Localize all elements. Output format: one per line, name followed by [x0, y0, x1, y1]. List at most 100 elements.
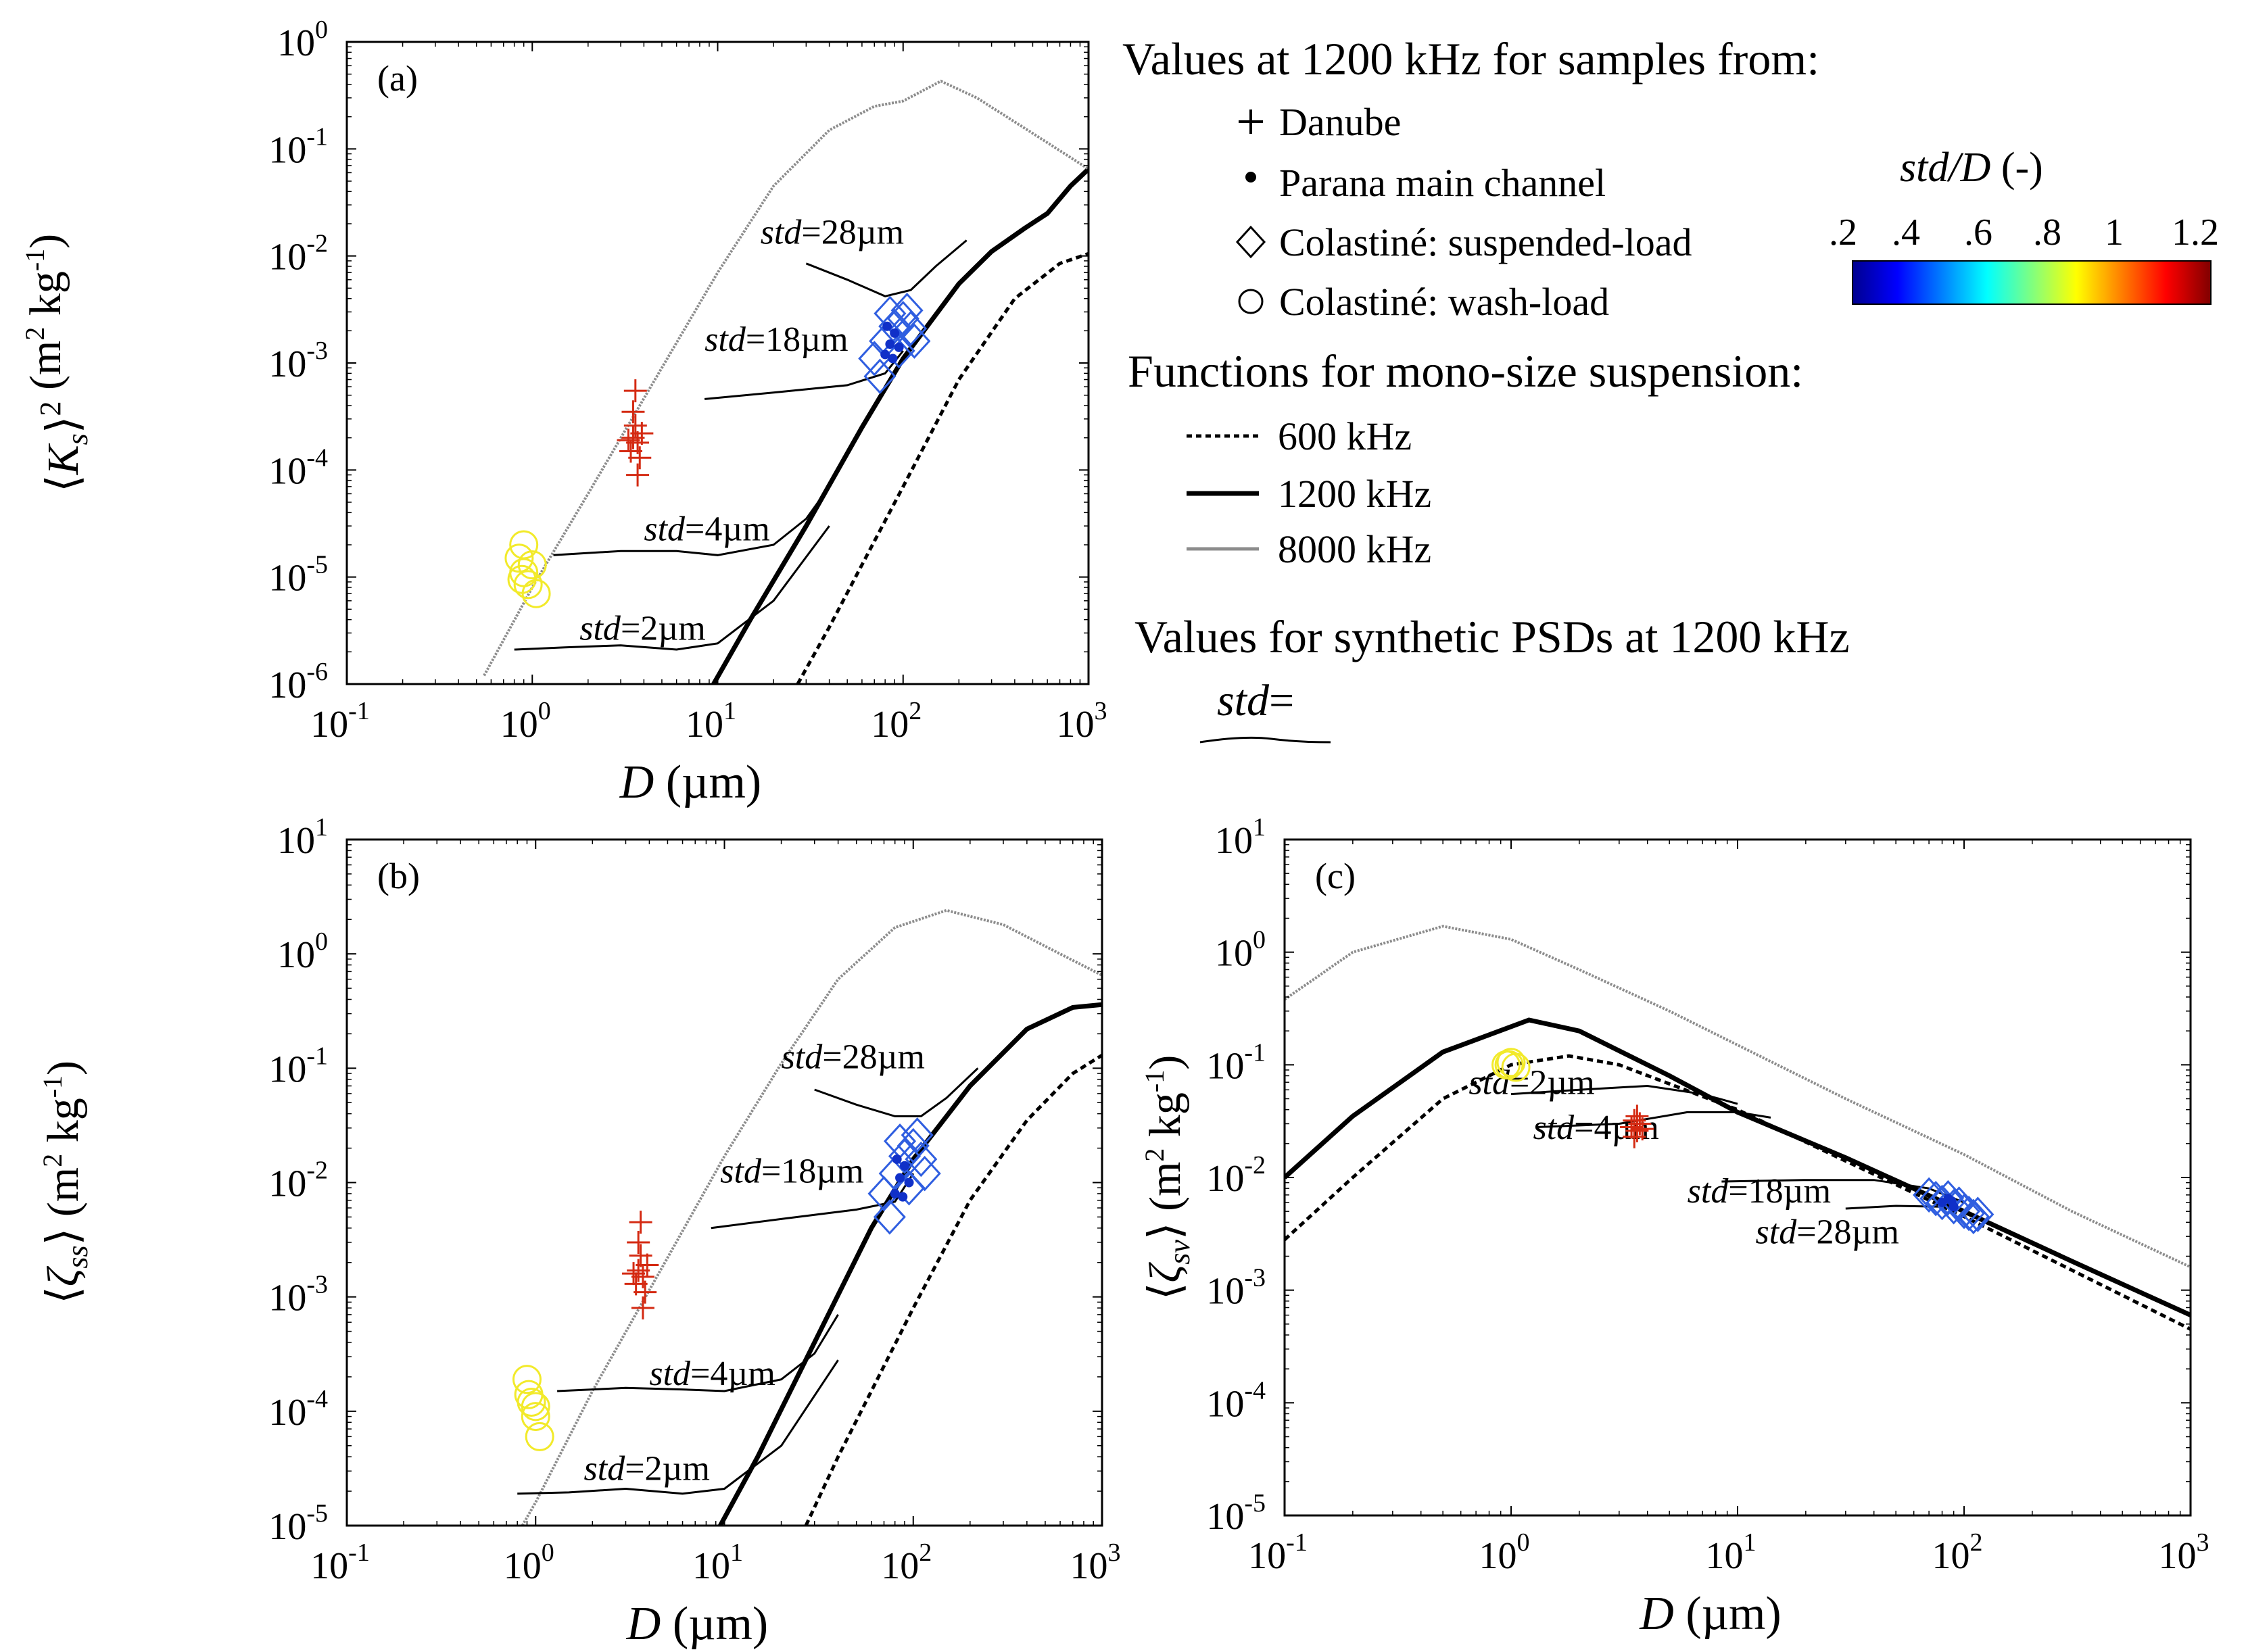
panel-b: std=28µm std=18µm std=4µm std=2µm 10-1 100 101…: [37, 813, 1121, 1650]
sample-markers: [504, 292, 931, 608]
dot-marker-icon: [1245, 172, 1256, 183]
y-tick-label: 100: [1215, 926, 1266, 975]
std-curve-label: std=28µm: [1756, 1213, 1899, 1252]
danube-marker: [626, 431, 650, 454]
curves: [483, 79, 1089, 684]
axis-ticks: [346, 41, 1089, 685]
curve-600khz: [796, 251, 1089, 684]
parana-marker: [882, 321, 892, 331]
y-axis-label: ⟨ζss⟩ (m2 kg-1): [37, 1061, 94, 1304]
danube-marker: [623, 379, 647, 403]
y-tick-label: 10-3: [268, 337, 328, 385]
curve-8000khz: [483, 79, 1089, 677]
suspended-load-marker: [897, 1127, 930, 1164]
colorbar-gradient: [1852, 260, 2212, 305]
legend: Values at 1200 kHz for samples from: Dan…: [1122, 33, 1850, 744]
y-tick-label: 10-5: [1206, 1489, 1266, 1538]
suspended-load-marker: [1961, 1196, 1994, 1232]
y-tick-label: 10-5: [268, 551, 328, 600]
std-curve: [517, 1359, 839, 1495]
legend-std-label: std=: [1217, 676, 1294, 725]
std-curve: [711, 1173, 915, 1230]
suspended-load-marker: [1932, 1180, 1965, 1216]
x-tick-label: 102: [871, 697, 922, 746]
parana-marker: [885, 339, 895, 349]
legend-item-600khz: 600 kHz: [1187, 414, 1412, 458]
y-tick-label: 100: [277, 927, 328, 976]
suspended-load-marker: [873, 1199, 906, 1235]
suspended-load-marker: [901, 1117, 934, 1153]
suspended-load-marker: [886, 301, 919, 337]
axis-ticks: [1284, 839, 2191, 1516]
y-tick-label: 10-5: [268, 1499, 328, 1548]
danube-marker: [629, 1211, 652, 1234]
x-tick-label: 103: [1057, 697, 1107, 746]
colorbar-tick: .4: [1892, 212, 1920, 253]
colorbar-tick: .2: [1829, 212, 1857, 253]
wash-load-marker: [521, 1392, 550, 1422]
x-tick-label: 102: [1932, 1528, 1983, 1577]
y-tick-label: 10-1: [1206, 1038, 1266, 1087]
parana-marker: [880, 349, 890, 360]
diamond-marker-icon: [1235, 225, 1266, 259]
x-axis-label: D (µm): [1639, 1588, 1781, 1640]
y-axis-label: ⟨Ks⟩2 (m2 kg-1): [20, 234, 94, 492]
plot-frame: [345, 41, 1090, 685]
x-tick-label: 10-1: [310, 697, 370, 746]
legend-label-suspended-load: Colastiné: suspended-load: [1279, 220, 1692, 264]
x-tick-label: 100: [500, 697, 551, 746]
std-curve: [814, 1067, 979, 1117]
x-tick-label: 103: [2159, 1528, 2209, 1577]
parana-marker: [890, 328, 900, 338]
danube-marker: [622, 1262, 646, 1286]
colorbar-title: std/D (-): [1900, 145, 2043, 191]
std-curve-label: std=28µm: [761, 214, 904, 252]
legend-item-8000khz: 8000 kHz: [1187, 527, 1431, 571]
panel-label: (b): [377, 856, 420, 896]
danube-marker: [621, 426, 645, 450]
wash-load-marker: [525, 1422, 554, 1451]
parana-marker: [898, 1192, 908, 1202]
panel-label: (a): [377, 58, 418, 99]
wash-load-marker: [521, 1402, 550, 1432]
wash-load-marker: [521, 579, 551, 608]
colorbar-tick: 1: [2105, 212, 2124, 253]
suspended-load-marker: [878, 308, 911, 345]
parana-marker: [1946, 1196, 1957, 1206]
colorbar-ticks: .2 .4 .6 .8 1 1.2: [1829, 212, 2219, 253]
legend-title-synthetic: Values for synthetic PSDs at 1200 kHz: [1134, 611, 1850, 662]
curve-8000khz: [1285, 925, 2191, 1269]
y-tick-label: 10-4: [268, 1385, 328, 1434]
x-tick-label: 10-1: [1248, 1528, 1308, 1577]
danube-marker: [627, 1259, 650, 1282]
danube-marker: [1623, 1125, 1646, 1148]
wash-load-marker: [1496, 1048, 1526, 1077]
x-tick-label: 101: [1706, 1528, 1757, 1577]
y-tick-label: 10-1: [268, 122, 328, 171]
suspended-load-marker: [1953, 1195, 1986, 1232]
x-tick-label: 10-1: [310, 1538, 370, 1587]
y-tick-label: 10-4: [268, 443, 328, 492]
danube-marker: [630, 422, 654, 445]
std-curve: [1721, 1179, 1965, 1204]
suspended-load-marker: [1957, 1198, 1990, 1235]
wash-load-marker: [504, 543, 534, 573]
plus-marker-icon: [1239, 110, 1263, 134]
std-curve-label: std=4µm: [649, 1355, 775, 1393]
legend-label-parana: Parana main channel: [1279, 161, 1606, 205]
wash-load-marker: [507, 564, 537, 594]
x-axis-label: D (µm): [619, 756, 761, 808]
legend-std-curve-icon: [1199, 736, 1331, 744]
circle-marker-icon: [1238, 289, 1264, 314]
std-curve: [704, 350, 904, 400]
suspended-load-marker: [884, 1123, 917, 1159]
colorbar-tick: 1.2: [2172, 212, 2219, 253]
colorbar-tick: .6: [1964, 212, 1992, 253]
std-curve: [805, 239, 967, 297]
y-tick-label: 10-1: [268, 1042, 328, 1090]
legend-label-1200khz: 1200 kHz: [1278, 472, 1431, 516]
legend-label-wash-load: Colastiné: wash-load: [1279, 280, 1609, 324]
std-curve-label: std=2µm: [584, 1450, 710, 1488]
danube-marker: [631, 1296, 654, 1320]
y-tick-label: 10-2: [268, 230, 328, 278]
